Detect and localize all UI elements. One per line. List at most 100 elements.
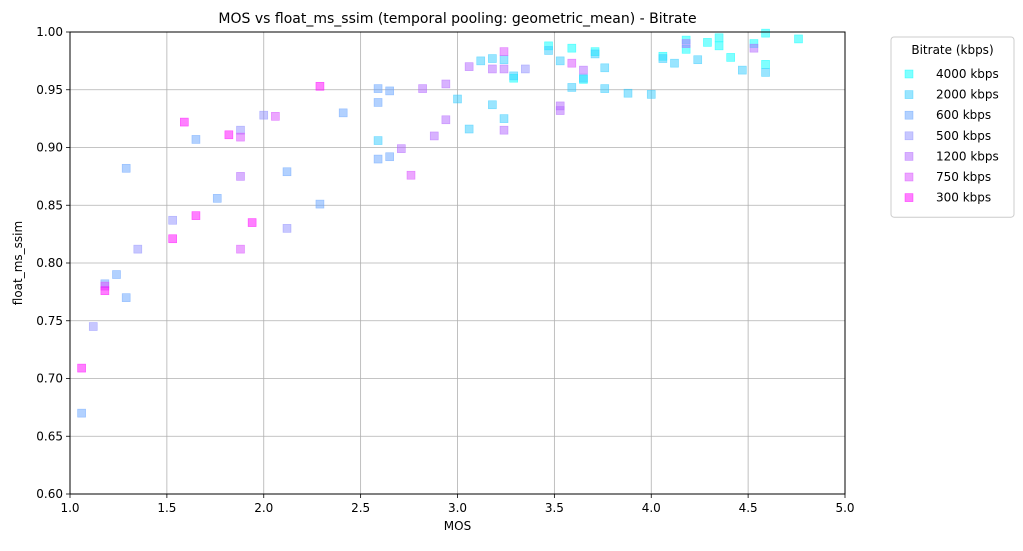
legend-item: 750 kbps (904, 170, 991, 184)
data-point (714, 41, 724, 51)
series-500-kbps (88, 64, 530, 331)
data-point (168, 234, 177, 244)
data-point (499, 125, 509, 135)
data-point (681, 39, 691, 48)
data-point (133, 244, 143, 254)
data-point (670, 58, 679, 68)
y-tick-label: 0.95 (36, 83, 63, 97)
data-point (600, 84, 610, 93)
data-point (247, 218, 257, 227)
data-point (429, 131, 439, 141)
data-point (385, 152, 394, 162)
data-point (600, 63, 610, 73)
legend-item: 300 kbps (904, 191, 991, 205)
legend-title: Bitrate (kbps) (911, 43, 993, 57)
data-point (579, 65, 588, 75)
data-point (236, 244, 245, 254)
data-point (693, 55, 703, 65)
data-point (282, 224, 292, 233)
legend-item: 600 kbps (904, 108, 991, 122)
x-tick-label: 2.5 (351, 501, 370, 515)
series-300-kbps (77, 81, 325, 373)
data-point (761, 28, 770, 38)
legend-item: 2000 kbps (904, 88, 999, 102)
data-point (579, 73, 588, 83)
data-point (77, 408, 86, 418)
legend-label: 1200 kbps (936, 149, 999, 163)
data-point (567, 58, 577, 68)
data-point (180, 117, 189, 127)
data-point (555, 56, 565, 66)
data-point (499, 55, 509, 65)
data-point (191, 211, 201, 220)
data-point (464, 62, 474, 71)
y-tick-label: 0.90 (36, 141, 63, 155)
data-point (464, 124, 474, 134)
data-point (259, 110, 269, 120)
legend-marker (904, 131, 914, 141)
data-point (738, 65, 747, 75)
x-tick-label: 3.5 (545, 501, 564, 515)
x-tick-label: 3.0 (448, 501, 467, 515)
legend-items: 4000 kbps 2000 kbps 600 kbps 500 kbps 1200 k… (904, 67, 999, 205)
data-point (658, 54, 668, 63)
data-point (373, 154, 383, 164)
y-tick-label: 0.70 (36, 372, 63, 386)
data-point (590, 49, 600, 59)
series-1200-kbps (236, 39, 759, 181)
data-point (761, 68, 770, 77)
data-point (373, 136, 383, 145)
data-point (555, 106, 565, 115)
data-point (761, 60, 770, 69)
x-axis-title: MOS (444, 519, 471, 533)
legend-label: 600 kbps (936, 108, 991, 122)
data-point (509, 71, 518, 81)
legend-box (890, 36, 1015, 218)
chart-title: MOS vs float_ms_ssim (temporal pooling: … (218, 11, 696, 27)
series-750-kbps (100, 47, 577, 291)
data-point (488, 100, 497, 110)
data-point (121, 293, 131, 302)
data-point (714, 33, 724, 43)
data-point (544, 46, 553, 55)
y-tick-label: 0.65 (36, 429, 63, 443)
data-point (441, 115, 451, 125)
legend-label: 500 kbps (936, 129, 991, 143)
legend-item: 500 kbps (904, 129, 991, 143)
legend-label: 2000 kbps (936, 88, 999, 102)
data-point (385, 86, 394, 96)
y-tick-label: 0.75 (36, 314, 63, 328)
data-point (703, 38, 712, 47)
data-point (168, 215, 177, 225)
legend-label: 300 kbps (936, 191, 991, 205)
y-tick-label: 1.00 (36, 25, 63, 39)
legend-item: 4000 kbps (904, 67, 999, 81)
x-tick-label: 5.0 (835, 501, 854, 515)
x-tick-label: 1.5 (157, 501, 176, 515)
data-point (406, 170, 416, 180)
data-point (373, 84, 383, 93)
legend-marker (904, 193, 914, 202)
data-point (236, 132, 245, 142)
data-point (418, 84, 427, 93)
y-tick-label: 0.85 (36, 198, 63, 212)
legend-marker (904, 69, 914, 79)
legend-label: 4000 kbps (936, 67, 999, 81)
data-point (623, 88, 633, 98)
data-point (236, 172, 245, 181)
x-tick-label: 1.0 (60, 501, 79, 515)
legend-marker (904, 172, 914, 182)
y-axis-title: float_ms_ssim (11, 221, 25, 305)
y-tick-label: 0.60 (36, 487, 63, 501)
data-point (726, 53, 735, 62)
data-point (373, 98, 383, 107)
data-point (315, 81, 325, 91)
data-point (567, 83, 577, 92)
data-point (499, 114, 509, 123)
x-tick-label: 4.5 (739, 501, 758, 515)
data-point (749, 43, 759, 53)
x-tick-label: 4.0 (642, 501, 661, 515)
series-2000-kbps (373, 46, 770, 145)
data-point (212, 194, 222, 203)
